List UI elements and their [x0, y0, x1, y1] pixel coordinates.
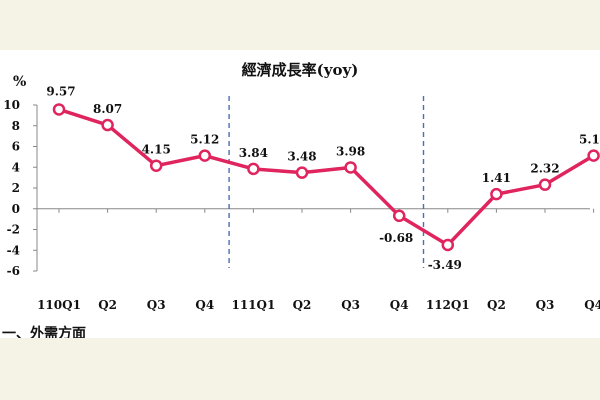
y-tick-label: 8	[12, 119, 20, 133]
y-tick-label: -2	[7, 223, 20, 237]
top-background-band	[0, 0, 600, 50]
data-label: 3.84	[239, 146, 268, 160]
y-tick-label: 10	[3, 98, 20, 112]
data-label: 3.98	[336, 144, 365, 158]
bottom-background-band	[0, 338, 600, 400]
data-point	[52, 103, 66, 116]
tick-labels: 10 8 6 4 2 0 -2 -4 -6 110Q1 Q2 Q3 Q4 111Q1 Q2 Q3 Q4 112Q1…	[3, 98, 600, 312]
data-point	[198, 149, 212, 162]
data-label: 3.48	[287, 150, 316, 164]
x-tick-label: Q3	[341, 298, 360, 312]
chart-axes	[33, 104, 595, 272]
data-point	[392, 209, 406, 223]
x-tick-label: Q3	[147, 298, 166, 312]
x-tick-label: 110Q1	[37, 298, 81, 312]
x-tick-label: Q4	[195, 298, 214, 312]
x-tick-label: 111Q1	[231, 298, 275, 312]
data-label: -3.49	[428, 258, 462, 272]
data-point	[490, 187, 503, 201]
x-tick-label: 112Q1	[426, 298, 470, 312]
x-tick-label: Q3	[536, 298, 555, 312]
data-label: 9.57	[46, 84, 75, 98]
data-point	[344, 161, 357, 174]
data-point	[295, 166, 309, 179]
data-labels: 9.57 8.07 4.15 5.12 3.84 3.48 3.98 -0.68 -3.49 1.…	[46, 84, 600, 271]
data-label: 2.32	[530, 162, 559, 176]
data-label: 4.15	[142, 143, 171, 157]
y-tick-label: 0	[12, 202, 20, 216]
x-tick-label: Q4	[584, 298, 600, 312]
chart-title: 經濟成長率(yoy)	[241, 61, 359, 79]
data-point	[149, 159, 163, 172]
data-point	[587, 149, 600, 162]
y-axis-unit-label: %	[13, 74, 27, 90]
y-tick-label: 4	[12, 160, 20, 174]
y-tick-label: -6	[7, 264, 20, 278]
y-tick-label: 2	[12, 181, 20, 195]
y-tick-label: -4	[7, 243, 20, 257]
data-point	[538, 178, 552, 191]
year-separators	[228, 96, 425, 268]
data-point	[101, 118, 114, 132]
x-tick-label: Q2	[98, 298, 117, 312]
data-point	[441, 238, 455, 252]
data-label: -0.68	[379, 231, 413, 245]
x-tick-label: Q4	[390, 298, 409, 312]
series-line	[58, 107, 595, 247]
y-tick-label: 6	[12, 140, 20, 154]
data-label: 5.12	[579, 133, 600, 147]
data-label: 5.12	[190, 133, 219, 147]
x-tick-label: Q2	[293, 298, 312, 312]
section-heading-partial: 一、外需方面	[2, 326, 86, 338]
data-point	[247, 162, 260, 176]
series-growth-rate	[52, 103, 600, 252]
data-label: 8.07	[93, 102, 122, 116]
data-label: 1.41	[482, 171, 511, 185]
x-tick-label: Q2	[487, 298, 506, 312]
